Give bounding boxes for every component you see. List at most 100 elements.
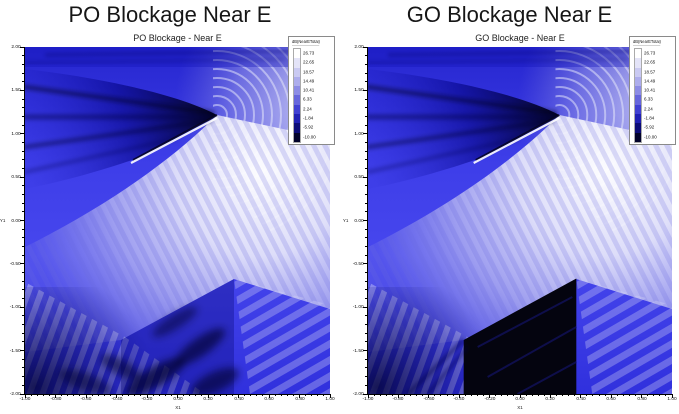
x-tick-label: -0.40 [453,397,465,402]
y-minor-tick [365,81,367,83]
x-minor-tick [385,394,387,396]
x-minor-tick [79,394,81,396]
x-minor-tick [201,394,203,396]
x-minor-tick [213,394,215,396]
colorbar-tick-value: 6.33 [644,97,653,103]
colorbar-tick-value: 10.41 [303,88,315,94]
y-minor-tick [22,289,24,291]
y-minor-tick [365,159,367,161]
colorbar-swatch [294,114,300,124]
x-tick-label: -0.60 [80,397,92,402]
colorbar-tick-value: -5.92 [303,125,314,131]
x-minor-tick [543,394,545,396]
x-major-tick [489,394,491,398]
x-minor-tick [598,394,600,396]
y-minor-tick [365,107,367,109]
x-minor-tick [416,394,418,396]
y-major-tick [20,220,24,221]
po-x-axis-label: X1 [174,405,181,411]
colorbar-tick-value: 10.41 [644,88,656,94]
colorbar-swatch [294,49,300,59]
x-minor-tick [568,394,570,396]
x-tick-label: 0.20 [203,397,213,402]
y-minor-tick [22,193,24,195]
go-x-axis-label: X1 [517,405,523,411]
x-major-tick [177,394,178,398]
x-minor-tick [483,394,485,396]
y-major-tick [363,89,367,91]
y-minor-tick [22,237,24,239]
x-major-tick [519,394,521,398]
x-minor-tick [628,394,630,396]
colorbar-swatch [635,114,641,124]
y-tick-label: -2.00 [353,391,364,397]
y-tick-label: 0.50 [354,174,364,180]
y-major-tick [20,263,24,265]
y-major-tick [20,176,24,178]
go-colorbar-legend: dB(NearETotal) 26.73 22.65 18.57 14.49 10.41… [629,36,676,145]
y-major-tick [20,46,24,48]
x-major-tick [299,394,300,398]
x-minor-tick [42,394,44,396]
colorbar-swatch [294,86,300,96]
x-tick-label: -0.80 [392,397,404,402]
y-minor-tick [22,272,24,274]
x-minor-tick [476,394,478,396]
x-major-tick [116,394,117,398]
x-minor-tick [653,394,655,396]
po-field-heatmap [25,47,330,394]
x-major-tick [85,394,87,398]
y-minor-tick [22,202,24,204]
y-minor-tick [22,246,24,248]
y-tick-label: -1.00 [10,304,21,310]
y-minor-tick [22,159,24,161]
y-minor-tick [22,185,24,187]
x-minor-tick [67,394,69,396]
x-major-tick [146,394,148,398]
go-y-axis-label: Y1 [342,218,349,223]
colorbar-tick-value: 14.49 [644,79,656,84]
x-minor-tick [495,394,497,396]
y-minor-tick [365,202,367,204]
x-tick-label: -1.00 [19,397,31,402]
y-minor-tick [365,193,367,195]
colorbar-tick-value: 2.24 [644,107,653,112]
y-minor-tick [22,98,24,100]
x-major-tick [428,394,430,398]
x-minor-tick [189,394,191,396]
y-minor-tick [22,115,24,117]
x-minor-tick [616,394,618,396]
po-colorbar-title: dB(NearETotal) [292,40,320,46]
colorbar-swatch [635,132,641,142]
x-tick-label: 0.20 [545,397,556,402]
po-figure-title: PO Blockage Near E [68,2,272,27]
x-minor-tick [665,394,667,396]
go-colorbar-strip [634,48,642,143]
colorbar-tick-value: 6.33 [303,97,312,103]
y-tick-label: -0.50 [353,261,364,267]
go-field-heatmap [368,47,672,394]
colorbar-swatch [635,49,641,59]
y-minor-tick [22,254,24,256]
x-major-tick [641,394,643,398]
x-minor-tick [170,394,172,396]
colorbar-swatch [294,123,300,133]
y-minor-tick [22,324,24,326]
colorbar-tick-value: -10.00 [644,135,657,140]
x-minor-tick [158,394,160,396]
x-minor-tick [410,394,412,396]
x-major-tick [268,394,270,398]
colorbar-swatch [294,95,300,105]
y-tick-label: 2.00 [11,44,21,50]
x-tick-label: -0.80 [50,397,61,402]
colorbar-tick-value: 26.73 [644,51,656,56]
colorbar-tick-value: 14.49 [303,79,315,84]
y-minor-tick [22,167,24,169]
colorbar-swatch [635,95,641,105]
x-minor-tick [97,394,99,396]
colorbar-swatch [635,67,641,77]
x-minor-tick [403,394,405,396]
y-major-tick [363,393,367,395]
x-minor-tick [73,394,75,396]
y-minor-tick [365,124,367,126]
